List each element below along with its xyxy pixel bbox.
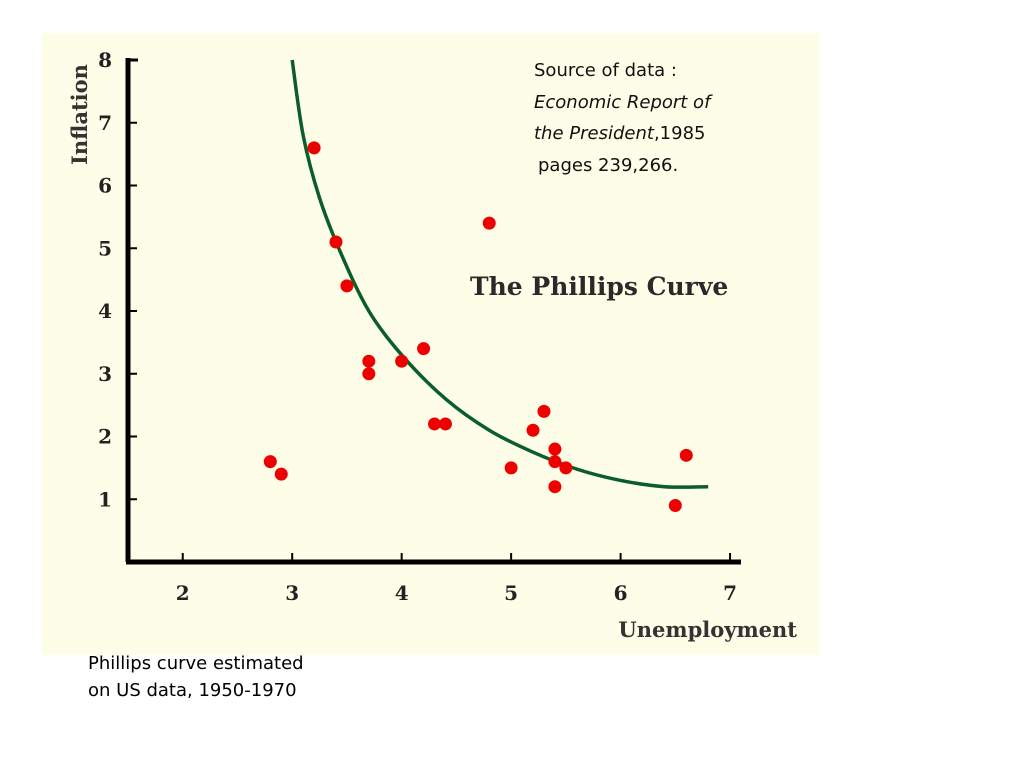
data-point [417, 342, 431, 356]
y-tick-label: 1 [98, 487, 112, 511]
chart-title: The Phillips Curve [470, 272, 728, 301]
caption-line-2: on US data, 1950-1970 [88, 680, 297, 701]
data-point [263, 455, 277, 469]
y-tick-label: 7 [98, 111, 112, 135]
y-tick-label: 3 [98, 362, 112, 386]
source-note-line-4: pages 239,266. [538, 155, 678, 176]
y-tick-label: 8 [98, 48, 112, 72]
x-tick-label: 3 [285, 581, 299, 605]
y-tick-label: 6 [98, 174, 112, 198]
data-point [362, 354, 376, 368]
y-tick-label: 2 [98, 425, 112, 449]
source-note-line-1: Source of data : [534, 60, 677, 81]
data-point [548, 480, 562, 494]
source-note-year: ,1985 [654, 123, 706, 144]
data-point [668, 499, 682, 513]
data-point [395, 354, 409, 368]
data-point [548, 442, 562, 456]
data-point [438, 417, 452, 431]
data-point [537, 404, 551, 418]
data-point [329, 235, 343, 249]
x-tick-label: 5 [504, 581, 518, 605]
x-tick-label: 7 [723, 581, 737, 605]
data-point [307, 141, 321, 155]
source-note-line-3: the President,1985 [534, 123, 705, 144]
y-axis-label: Inflation [67, 64, 92, 165]
phillips-curve-chart: 1 2 3 4 5 6 7 8 2 3 4 5 6 7 Unemployment Inflation The P… [42, 33, 820, 655]
data-point [362, 367, 376, 381]
chart-background [42, 33, 820, 655]
data-point [679, 448, 693, 462]
y-tick-label: 4 [98, 299, 112, 323]
data-point [526, 423, 540, 437]
data-point [274, 467, 288, 481]
data-point [548, 455, 562, 469]
data-point [428, 417, 441, 431]
phillips-curve-line [290, 59, 709, 489]
x-tick-label: 2 [176, 581, 190, 605]
x-axis-label: Unemployment [618, 617, 797, 642]
y-tick-label: 5 [98, 236, 112, 260]
caption-line-1: Phillips curve estimated [88, 653, 304, 674]
x-tick-label: 6 [614, 581, 628, 605]
caption: Phillips curve estimated on US data, 195… [88, 650, 408, 704]
data-point [559, 461, 573, 475]
data-point [504, 461, 518, 475]
x-tick-label: 4 [395, 581, 409, 605]
source-note-line-2: Economic Report of [534, 92, 713, 113]
data-point [340, 279, 354, 293]
data-point [482, 216, 496, 230]
source-note-publication: the President [534, 123, 655, 144]
chart-panel: 1 2 3 4 5 6 7 8 2 3 4 5 6 7 Unemployment Inflation The P… [42, 33, 820, 655]
